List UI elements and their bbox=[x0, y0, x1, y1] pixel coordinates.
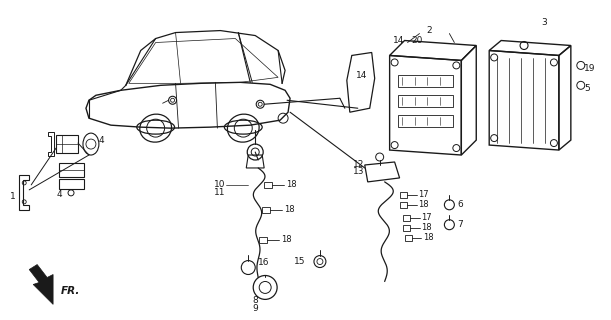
Text: 17: 17 bbox=[419, 190, 429, 199]
Text: 5: 5 bbox=[584, 84, 590, 93]
Text: 13: 13 bbox=[353, 167, 365, 176]
Text: 20: 20 bbox=[412, 36, 423, 45]
Text: 2: 2 bbox=[426, 26, 432, 35]
Polygon shape bbox=[29, 265, 53, 304]
Text: FR.: FR. bbox=[61, 286, 81, 296]
Text: 17: 17 bbox=[422, 213, 432, 222]
Text: 18: 18 bbox=[281, 235, 291, 244]
Text: 4: 4 bbox=[56, 190, 62, 199]
Text: 11: 11 bbox=[214, 188, 225, 197]
Text: 12: 12 bbox=[353, 160, 365, 170]
Text: 14: 14 bbox=[393, 36, 404, 45]
Text: 18: 18 bbox=[284, 205, 295, 214]
Text: 4: 4 bbox=[98, 136, 104, 145]
Text: 1: 1 bbox=[10, 192, 16, 201]
Text: 10: 10 bbox=[214, 180, 225, 189]
Text: 16: 16 bbox=[258, 258, 269, 267]
Text: 7: 7 bbox=[458, 220, 463, 229]
Text: 19: 19 bbox=[584, 64, 595, 73]
Text: 18: 18 bbox=[286, 180, 297, 189]
Text: 14: 14 bbox=[356, 71, 367, 80]
Text: 18: 18 bbox=[422, 223, 432, 232]
Text: 8: 8 bbox=[252, 296, 258, 305]
Text: 18: 18 bbox=[419, 200, 429, 209]
Text: 9: 9 bbox=[252, 304, 258, 313]
Text: 3: 3 bbox=[541, 18, 547, 27]
Text: 15: 15 bbox=[293, 257, 305, 266]
Text: 18: 18 bbox=[423, 233, 434, 242]
Text: 6: 6 bbox=[458, 200, 463, 209]
